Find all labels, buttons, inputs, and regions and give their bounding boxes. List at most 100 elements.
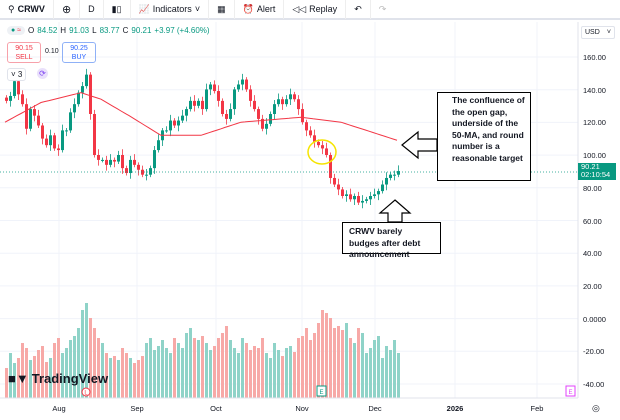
candle — [189, 100, 192, 110]
indicators-button[interactable]: 📈 Indicators ˅ — [131, 0, 210, 19]
candle — [277, 99, 280, 105]
candle — [297, 99, 300, 110]
volume-bar — [89, 318, 92, 398]
candle — [141, 169, 144, 175]
candle — [293, 94, 296, 100]
candle — [85, 74, 88, 87]
candle — [349, 194, 352, 200]
candle — [389, 174, 392, 178]
indicators-icon: 📈 — [138, 3, 150, 14]
visibility-toggle[interactable]: ● ≈ — [7, 26, 26, 35]
brand-label: TradingView — [31, 371, 109, 386]
volume-bar — [193, 338, 196, 398]
svg-text:L: L — [84, 391, 88, 397]
indicators-collapse-button[interactable]: ˅ 3 — [7, 68, 27, 81]
volume-bar — [85, 303, 88, 398]
volume-bar — [57, 338, 60, 398]
redo-button[interactable]: ↷ — [371, 0, 395, 19]
candle — [329, 155, 332, 178]
volume-bar — [145, 343, 148, 398]
volume-bar — [169, 353, 172, 398]
change-value: +3.97 (+4.60%) — [154, 26, 210, 35]
volume-bar — [269, 358, 272, 398]
candle — [109, 159, 112, 165]
top-toolbar: ⚲ CRWV ⊕ D ▮▯ 📈 Indicators ˅ ▦ ⏰ Alert ◁◁ Rep… — [0, 0, 620, 20]
volume-bar — [309, 340, 312, 398]
volume-bar — [245, 343, 248, 398]
candle — [133, 159, 136, 165]
volume-bar — [369, 348, 372, 398]
volume-bar — [349, 338, 352, 398]
volume-bar — [229, 340, 232, 398]
plus-circle-icon: ⊕ — [61, 3, 72, 16]
candle — [93, 114, 96, 155]
candle — [313, 135, 316, 142]
symbol-search[interactable]: ⚲ CRWV — [0, 0, 54, 19]
candle — [237, 84, 240, 90]
sync-icon[interactable]: ⟳ — [37, 68, 48, 79]
volume-bar — [165, 348, 168, 398]
candle — [169, 120, 172, 131]
price-tick: 40.00 — [583, 249, 602, 259]
up-arrow-icon — [378, 199, 412, 223]
volume-bar — [81, 310, 84, 398]
volume-bar — [117, 360, 120, 398]
settings-icon[interactable]: ◎ — [592, 403, 600, 413]
volume-bar — [137, 360, 140, 398]
volume-bar — [161, 340, 164, 398]
candle — [353, 196, 356, 200]
candle — [257, 109, 260, 119]
price-tick: 140.00 — [583, 85, 606, 95]
volume-bar — [361, 333, 364, 398]
candle — [5, 97, 8, 101]
sell-button[interactable]: 90.15 SELL — [7, 42, 41, 63]
candle — [33, 109, 36, 116]
candle — [245, 79, 248, 90]
volume-bar — [121, 348, 124, 398]
volume-bar — [113, 356, 116, 398]
chart-type-button[interactable]: ▮▯ — [104, 0, 131, 19]
alert-button[interactable]: ⏰ Alert — [235, 0, 285, 19]
volume-bar — [333, 328, 336, 398]
currency-select[interactable]: USD ˅ — [581, 26, 615, 39]
chevron-down-icon: ˅ — [11, 70, 16, 79]
volume-bar — [13, 363, 16, 398]
candle — [53, 135, 56, 149]
indicator-count: 3 — [17, 70, 23, 79]
volume-bar — [221, 333, 224, 398]
volume-bar — [353, 343, 356, 398]
earnings-marker-upcoming[interactable]: E — [565, 385, 576, 397]
buy-label: BUY — [71, 54, 87, 61]
price-tick: 100.00 — [583, 151, 606, 161]
candle — [173, 120, 176, 126]
volume-bar — [177, 343, 180, 398]
candle — [89, 74, 92, 114]
interval-label: D — [88, 4, 95, 14]
volume-bar — [289, 346, 292, 398]
candle — [241, 79, 244, 85]
buy-button[interactable]: 90.25 BUY — [62, 42, 96, 63]
candle — [9, 95, 12, 101]
layouts-button[interactable]: ▦ — [209, 0, 235, 19]
candle — [229, 109, 232, 119]
volume-bar — [265, 353, 268, 398]
undo-button[interactable]: ↶ — [346, 0, 371, 19]
price-tick: 60.00 — [583, 216, 602, 226]
tradingview-mark-icon: ■▼ — [8, 371, 29, 386]
volume-bar — [185, 333, 188, 398]
price-tick: 0.0000 — [583, 314, 606, 324]
chevron-down-icon[interactable]: ˅ — [194, 4, 201, 14]
interval-button[interactable]: D — [80, 0, 104, 19]
compare-button[interactable]: ⊕ — [54, 0, 81, 19]
candle — [153, 150, 156, 169]
earnings-marker-nov[interactable]: E — [316, 385, 327, 397]
volume-bar — [237, 353, 240, 398]
volume-bar — [317, 323, 320, 398]
replay-button[interactable]: ◁◁ Replay — [284, 0, 347, 19]
highlight-circle — [307, 139, 337, 165]
time-tick: Nov — [295, 404, 309, 413]
earnings-marker-aug[interactable]: L — [81, 387, 91, 397]
candle — [369, 196, 372, 200]
candle — [137, 164, 140, 170]
